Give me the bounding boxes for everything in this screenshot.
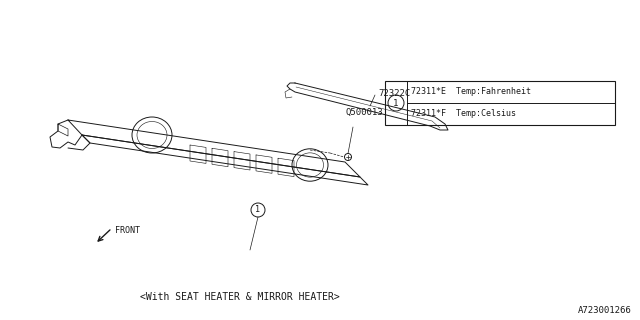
Bar <box>385 81 615 125</box>
Text: 72311*F  Temp:Celsius: 72311*F Temp:Celsius <box>411 109 516 118</box>
Text: FRONT: FRONT <box>115 226 140 235</box>
Text: 72311*E  Temp:Fahrenheit: 72311*E Temp:Fahrenheit <box>411 87 531 97</box>
Text: <With SEAT HEATER & MIRROR HEATER>: <With SEAT HEATER & MIRROR HEATER> <box>140 292 340 302</box>
Text: 1: 1 <box>394 99 399 108</box>
Text: 72322C: 72322C <box>378 90 410 99</box>
Text: 1: 1 <box>255 205 260 214</box>
Text: A723001266: A723001266 <box>579 306 632 315</box>
Text: Q500013: Q500013 <box>346 108 383 116</box>
